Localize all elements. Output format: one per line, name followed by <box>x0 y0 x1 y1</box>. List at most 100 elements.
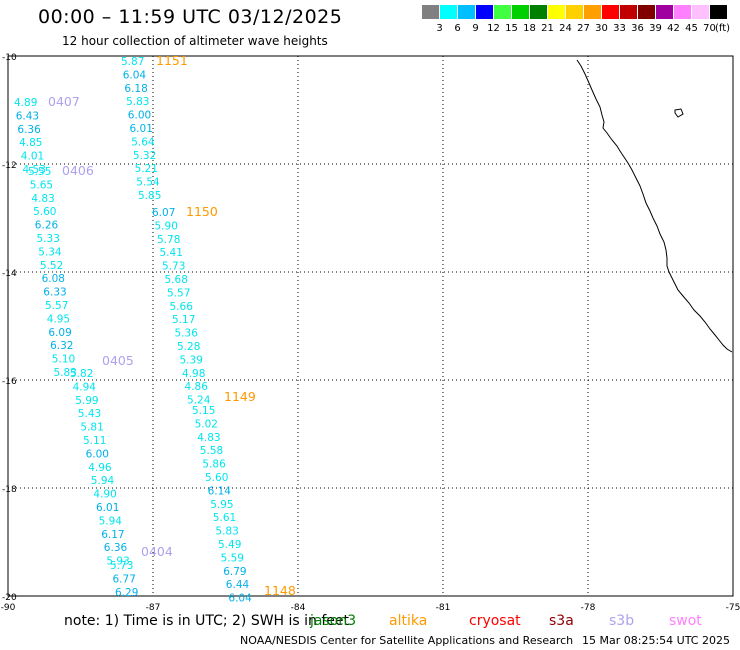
legend-label: 18 <box>523 23 536 34</box>
wave-height-value: 5.43 <box>78 408 101 420</box>
lon-tick-label: -81 <box>436 603 451 613</box>
legend-label: 27 <box>577 23 590 34</box>
wave-height-value: 5.17 <box>172 314 195 326</box>
pass-time-label: 0405 <box>102 353 134 368</box>
wave-height-value: 5.83 <box>215 526 238 538</box>
legend-label: 12 <box>487 23 500 34</box>
wave-height-value: 6.17 <box>101 529 124 541</box>
wave-height-value: 4.83 <box>197 432 220 444</box>
island-outline <box>674 108 684 118</box>
wave-height-value: 5.59 <box>221 552 244 564</box>
legend-swatch <box>656 5 673 19</box>
wave-height-value: 5.82 <box>70 368 93 380</box>
pass-time-label: 1149 <box>224 389 256 404</box>
wave-height-value: 6.29 <box>115 587 138 599</box>
wave-height-value: 4.85 <box>19 137 42 149</box>
wave-height-value: 5.52 <box>40 260 63 272</box>
wave-height-value: 5.90 <box>155 220 178 232</box>
legend-label: 45 <box>685 23 698 34</box>
wave-height-value: 5.24 <box>187 395 211 407</box>
wave-height-value: 6.36 <box>17 124 41 136</box>
legend-swatch <box>566 5 583 19</box>
wave-height-value: 5.15 <box>192 405 215 417</box>
wave-height-value: 5.58 <box>200 445 223 457</box>
map-frame <box>7 55 734 597</box>
wave-height-value: 5.94 <box>91 475 115 487</box>
legend-label: 39 <box>649 23 662 34</box>
wave-height-value: 5.94 <box>99 515 123 527</box>
wave-height-value: 5.95 <box>210 499 233 511</box>
pass-time-label: 1151 <box>156 53 188 68</box>
wave-height-value: 6.08 <box>42 273 65 285</box>
legend-label: 30 <box>595 23 608 34</box>
credit-line: NOAA/NESDIS Center for Satellite Applica… <box>240 634 574 647</box>
wave-height-value: 4.53 <box>23 164 46 176</box>
satellite-legend-s3a: s3a <box>549 613 574 629</box>
lat-tick-label: -18 <box>2 485 17 495</box>
wave-height-value: 5.36 <box>175 328 199 340</box>
footnote: note: 1) Time is in UTC; 2) SWH is in fe… <box>64 613 350 629</box>
generation-timestamp: 15 Mar 08:25:54 UTC 2025 <box>582 634 730 647</box>
wave-height-value: 6.44 <box>226 579 250 591</box>
wave-height-value: 5.11 <box>83 435 106 447</box>
wave-height-value: 4.98 <box>182 368 205 380</box>
wave-height-value: 4.89 <box>14 97 37 109</box>
wave-height-value: 6.00 <box>86 448 109 460</box>
legend-swatch <box>692 5 709 19</box>
wave-height-value: 4.83 <box>31 193 54 205</box>
legend-swatch <box>548 5 565 19</box>
wave-height-value: 6.04 <box>228 593 252 605</box>
legend-label: 3 <box>436 23 443 34</box>
wave-height-value: 5.81 <box>80 422 103 434</box>
wave-height-value: 5.68 <box>165 274 188 286</box>
wave-height-value: 5.39 <box>180 354 203 366</box>
satellite-legend-s3b: s3b <box>609 613 635 629</box>
wave-height-value: 5.85 <box>138 190 161 202</box>
wave-height-value: 5.55 <box>28 166 51 178</box>
satellite-legend-altika: altika <box>389 613 428 629</box>
wave-height-value: 5.34 <box>38 246 62 258</box>
legend-label: 24 <box>559 23 572 34</box>
lon-tick-label: -87 <box>146 603 161 613</box>
satellite-legend-jason3: jason3 <box>310 613 357 629</box>
wave-height-value: 6.04 <box>123 69 147 81</box>
wave-height-value: 6.01 <box>130 123 153 135</box>
wave-height-value: 6.33 <box>43 287 66 299</box>
legend-swatch <box>710 5 727 19</box>
wave-height-value: 6.07 <box>152 207 175 219</box>
wave-height-value: 5.33 <box>37 233 60 245</box>
lon-tick-label: -78 <box>581 603 596 613</box>
wave-height-value: 5.73 <box>110 560 133 572</box>
legend-label: 36 <box>631 23 644 34</box>
wave-height-value: 5.66 <box>170 301 194 313</box>
wave-height-value: 5.28 <box>177 341 200 353</box>
wave-height-value: 6.77 <box>113 573 136 585</box>
map-title: 00:00 – 11:59 UTC 03/12/2025 <box>38 6 343 28</box>
lon-tick-label: -75 <box>726 603 740 613</box>
wave-height-value: 5.83 <box>54 367 77 379</box>
wave-height-value: 6.26 <box>35 220 59 232</box>
lat-tick-label: -16 <box>2 377 17 387</box>
legend-swatch <box>458 5 475 19</box>
legend-label: 15 <box>505 23 518 34</box>
legend-label: 42 <box>667 23 680 34</box>
lon-tick-label: -84 <box>291 603 306 613</box>
lon-tick-label: -90 <box>1 603 16 613</box>
wave-height-value: 5.32 <box>133 150 156 162</box>
wave-height-value: 6.09 <box>48 327 71 339</box>
wave-height-value: 5.99 <box>75 395 98 407</box>
wave-height-value: 5.49 <box>218 539 241 551</box>
wave-height-value: 6.32 <box>50 340 73 352</box>
wave-height-value: 6.79 <box>223 566 246 578</box>
pass-time-label: 0404 <box>141 544 173 559</box>
legend-swatch <box>512 5 529 19</box>
lat-tick-label: -10 <box>2 53 17 63</box>
pass-time-label: 1150 <box>186 204 218 219</box>
wave-height-value: 6.14 <box>208 485 232 497</box>
wave-height-value: 5.78 <box>157 234 180 246</box>
wave-height-value: 5.57 <box>167 287 190 299</box>
altimeter-tracks: 5.876.046.185.836.006.015.645.325.215.54… <box>14 53 296 605</box>
legend-label: 33 <box>613 23 626 34</box>
wave-height-value: 5.60 <box>33 206 56 218</box>
